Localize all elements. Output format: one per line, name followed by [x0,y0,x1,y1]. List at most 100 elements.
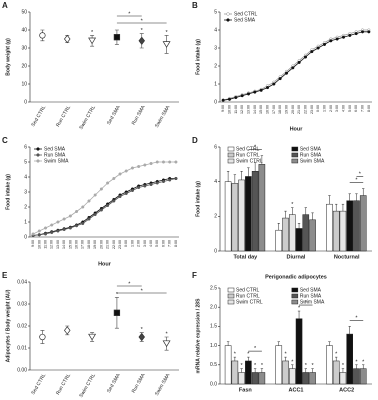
error-bar [355,193,358,201]
legend-label: Sed CTRL [236,146,260,152]
x-tick-label: 15:00 [259,105,263,114]
y-axis-label: mRNA relative expression / 28S [195,298,201,374]
panel-label: B [192,1,198,10]
legend-label: Run SMA [300,152,322,158]
x-tick-label: Run CTRL [55,104,72,128]
error-bar [348,326,351,335]
x-tick-label: 2:00 [329,105,333,112]
point [322,42,327,46]
legend-label: Swim SMA [44,158,69,164]
point [137,185,141,190]
y-axis-label: Food intake (g) [5,174,11,210]
panel-title: Perigonadic adipocytes [265,274,327,280]
error-bar [247,167,250,177]
legend-marker [36,147,40,151]
point [234,95,238,100]
point [56,229,60,233]
x-tick-label: 13:00 [246,105,250,114]
point [303,55,308,59]
point [75,224,79,228]
point [272,82,276,86]
legend-label: Swim SMA [300,158,325,164]
significance: * [298,305,301,311]
bar [359,195,367,252]
bar [231,183,239,252]
point [174,176,178,181]
series-line [32,161,176,235]
legend-swatch [227,152,235,158]
x-tick-label: 23:00 [310,105,314,114]
legend-swatch [227,158,235,164]
marker [64,34,71,44]
error-bar [226,341,230,346]
bar [359,368,367,385]
point [112,199,116,203]
marker [113,309,121,316]
x-tick-label: 6:00 [354,105,358,112]
error-bar [291,207,294,215]
x-tick-label: 0:00 [316,105,320,112]
y-tick-label: 0 [214,99,217,105]
legend-label: Sed SMA [234,17,256,23]
y-tick-label: 5 [214,9,217,15]
y-axis-label: Food intake (g) [195,39,201,75]
significance: * [116,292,119,298]
error-bar [260,155,264,165]
x-tick-label: 9:00 [221,105,225,112]
legend-label: Run SMA [300,293,322,299]
x-tick-label: 23:00 [118,240,122,249]
significance: * [141,327,144,333]
point [259,88,263,92]
legend-label: Run SMA [44,152,66,158]
point [118,194,122,199]
x-tick-label: 0:00 [124,240,128,247]
error-bar [341,368,345,373]
series-line [33,178,176,236]
error-bar [355,364,358,369]
x-tick-label: ACC1 [289,387,304,393]
bar [295,228,303,252]
x-tick-label: Run SMA [131,372,147,394]
error-bar [277,341,280,346]
x-tick-label: 16:00 [75,240,79,249]
panel-label: E [2,271,8,280]
bar [238,179,245,252]
bracket-label: * [355,178,358,184]
point [75,209,79,214]
bar [275,229,283,252]
bar [339,210,347,252]
significance: * [247,352,250,358]
x-tick-label: 4:00 [149,240,153,247]
y-axis-label: Adipocytes / Body weight (AU) [5,289,11,362]
x-tick-label: 5:00 [348,105,352,112]
point [354,32,358,36]
bracket-label: * [254,145,257,151]
point [149,161,153,166]
legend-swatch [227,293,235,299]
legend-label: Swim SMA [300,299,325,305]
error-bar [297,223,301,229]
y-tick-label: 0.02 [17,323,27,329]
x-tick-label: Fasn [239,387,252,393]
bar [346,200,353,252]
point [130,188,134,193]
point [81,205,85,209]
legend-swatch [227,299,235,305]
point [37,229,41,233]
bracket-label: * [359,172,362,178]
legend-label: Sed SMA [300,146,322,152]
y-tick-label: 0 [214,248,217,254]
error-bar [328,195,331,205]
point [284,71,289,75]
error-bar [291,364,294,369]
point [43,226,48,230]
point [87,217,91,221]
x-tick-label: 11:00 [43,240,47,249]
bar [302,214,310,252]
point [106,181,110,185]
y-tick-label: 2 [214,214,217,220]
legend-swatch [291,158,299,164]
bar [346,333,353,385]
x-tick-label: Swim CTRL [78,372,97,398]
legend-label: Swim CTRL [236,299,263,305]
